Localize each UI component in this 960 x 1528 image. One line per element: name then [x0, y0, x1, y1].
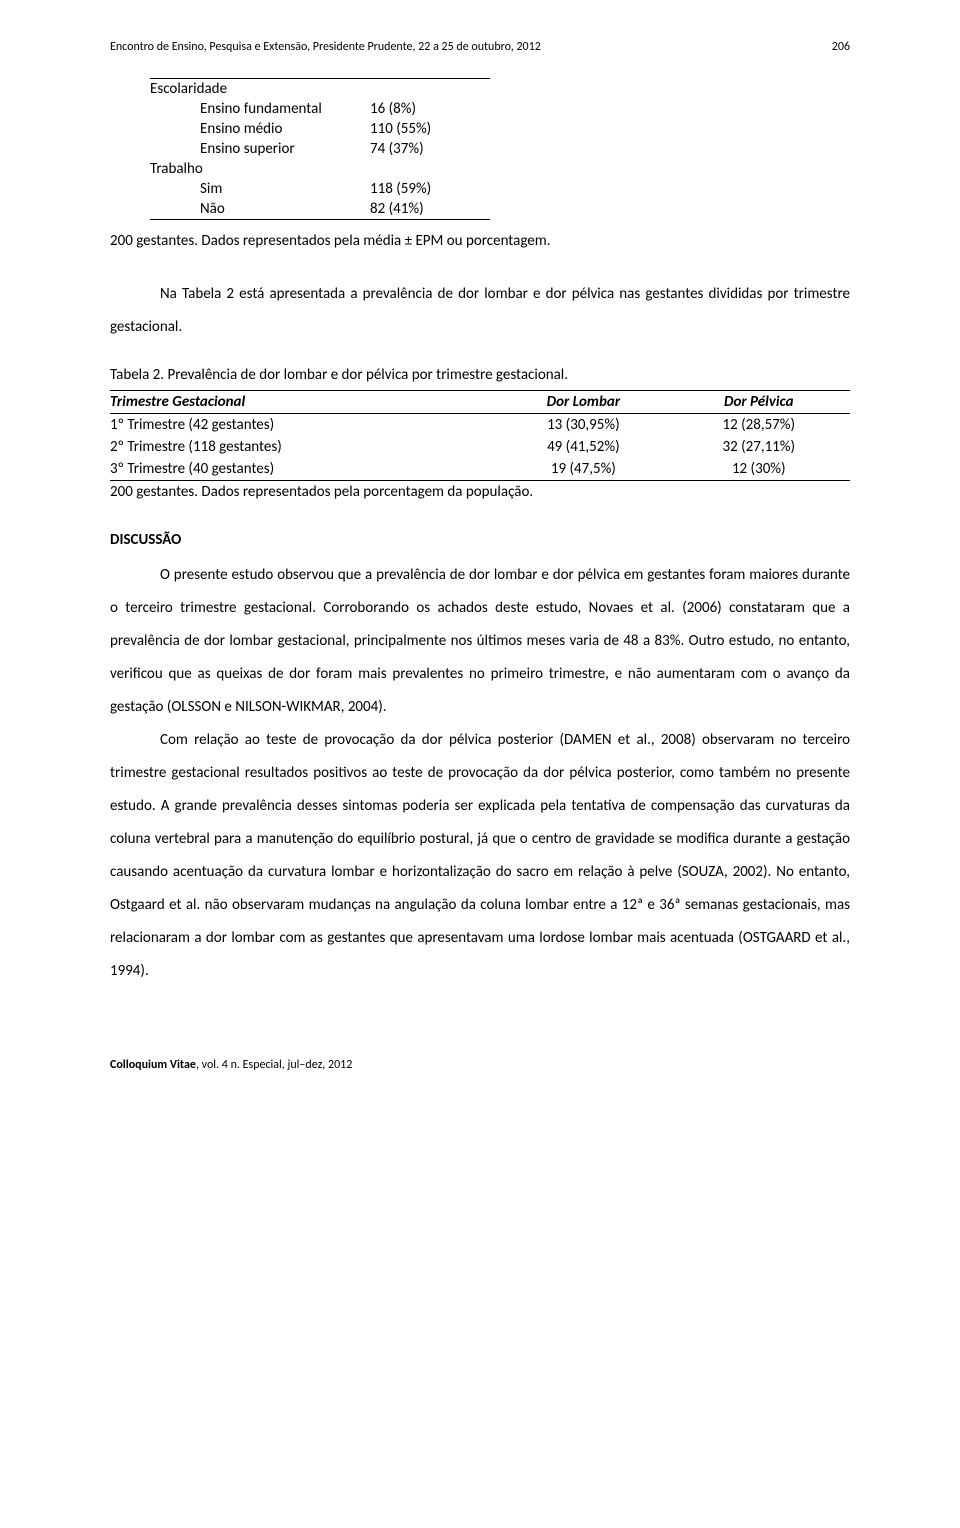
table-row: 1º Trimestre (42 gestantes) 13 (30,95%) … — [110, 414, 850, 437]
demographics-footnote: 200 gestantes. Dados representados pela … — [110, 232, 850, 250]
table-row: 2º Trimestre (118 gestantes) 49 (41,52%)… — [110, 436, 850, 458]
cell: 12 (30%) — [676, 458, 850, 481]
row-value: 118 (59%) — [370, 179, 490, 199]
prevalence-table: Trimestre Gestacional Dor Lombar Dor Pél… — [110, 390, 850, 481]
table-row: Não82 (41%) — [150, 199, 490, 219]
cell: 2º Trimestre (118 gestantes) — [110, 436, 499, 458]
col-header: Dor Pélvica — [676, 391, 850, 414]
row-value — [370, 159, 490, 179]
page-footer: Colloquium Vitae, vol. 4 n. Especial, ju… — [110, 1058, 850, 1072]
table-row: 3º Trimestre (40 gestantes) 19 (47,5%) 1… — [110, 458, 850, 481]
page-header: Encontro de Ensino, Pesquisa e Extensão,… — [110, 40, 850, 54]
table-row: Ensino fundamental16 (8%) — [150, 99, 490, 119]
discussion-heading: DISCUSSÃO — [110, 531, 850, 549]
discussion-p2: Com relação ao teste de provocação da do… — [110, 724, 850, 988]
row-label: Trabalho — [150, 159, 370, 179]
row-value: 110 (55%) — [370, 119, 490, 139]
col-header: Dor Lombar — [499, 391, 675, 414]
row-label: Ensino superior — [150, 139, 370, 159]
demographics-table: Escolaridade Ensino fundamental16 (8%) E… — [150, 79, 490, 220]
header-conference: Encontro de Ensino, Pesquisa e Extensão,… — [110, 40, 832, 54]
row-value — [370, 79, 490, 99]
row-label: Ensino médio — [150, 119, 370, 139]
cell: 12 (28,57%) — [676, 414, 850, 437]
cell: 13 (30,95%) — [499, 414, 675, 437]
row-label: Escolaridade — [150, 79, 370, 99]
table2-caption: Tabela 2. Prevalência de dor lombar e do… — [110, 366, 850, 384]
col-header: Trimestre Gestacional — [110, 391, 499, 414]
table-row: Ensino superior74 (37%) — [150, 139, 490, 159]
row-label: Não — [150, 199, 370, 219]
prevalence-footnote: 200 gestantes. Dados representados pela … — [110, 483, 850, 501]
cell: 49 (41,52%) — [499, 436, 675, 458]
cell: 1º Trimestre (42 gestantes) — [110, 414, 499, 437]
row-label: Ensino fundamental — [150, 99, 370, 119]
table-bottom-rule — [150, 219, 490, 220]
header-pagenum: 206 — [832, 40, 850, 54]
intro-paragraph: Na Tabela 2 está apresentada a prevalênc… — [110, 278, 850, 344]
table-row: Trabalho — [150, 159, 490, 179]
row-label: Sim — [150, 179, 370, 199]
cell: 19 (47,5%) — [499, 458, 675, 481]
table-row: Ensino médio110 (55%) — [150, 119, 490, 139]
cell: 3º Trimestre (40 gestantes) — [110, 458, 499, 481]
table-header-row: Trimestre Gestacional Dor Lombar Dor Pél… — [110, 391, 850, 414]
discussion-p1: O presente estudo observou que a prevalê… — [110, 559, 850, 724]
cell: 32 (27,11%) — [676, 436, 850, 458]
row-value: 82 (41%) — [370, 199, 490, 219]
table-row: Escolaridade — [150, 79, 490, 99]
table-row: Sim118 (59%) — [150, 179, 490, 199]
row-value: 16 (8%) — [370, 99, 490, 119]
row-value: 74 (37%) — [370, 139, 490, 159]
